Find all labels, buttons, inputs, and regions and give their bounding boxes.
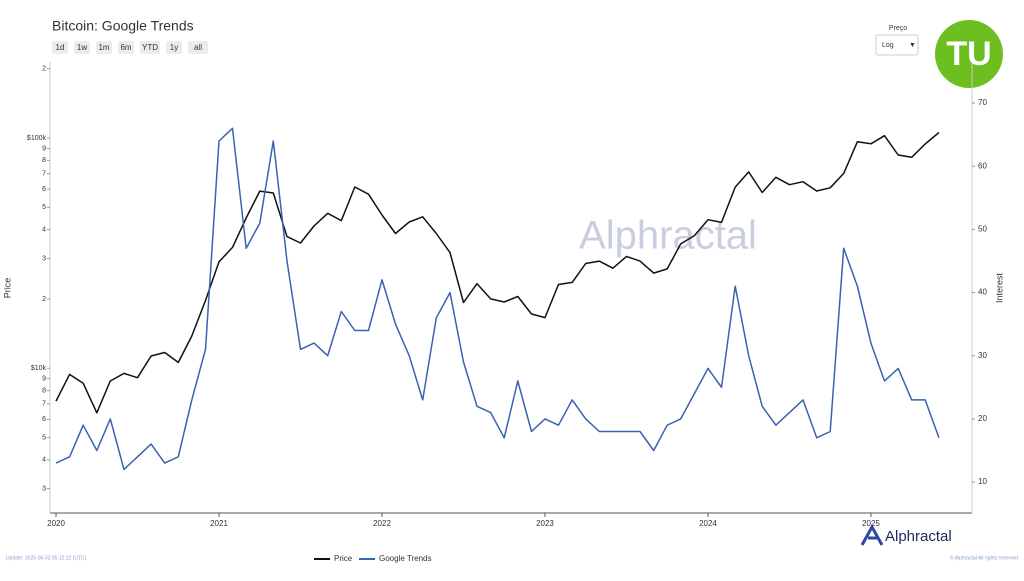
scale-value: Log: [882, 42, 894, 49]
select-arrow: ▼: [909, 42, 916, 49]
scale-select[interactable]: [875, 34, 919, 56]
legend-label: Price: [334, 554, 353, 563]
y-tick-label: 9: [42, 145, 46, 152]
scale-label: Preço: [889, 25, 907, 32]
range-label: 1w: [77, 43, 87, 52]
range-label: 1m: [98, 43, 109, 52]
range-button[interactable]: [140, 41, 160, 54]
y-tick-label: 2: [42, 296, 46, 303]
y-tick-label: 3: [42, 255, 46, 262]
y2-tick-label: 60: [978, 161, 987, 170]
series-line: [55, 127, 940, 471]
chart-title: Bitcoin: Google Trends: [52, 18, 194, 34]
footer-update: Update: 2025-06-02 05:12:12 (UTC): [6, 555, 87, 561]
y-tick-label: 7: [42, 401, 46, 408]
y-tick-label: 8: [42, 387, 46, 394]
y2-tick-label: 40: [978, 288, 987, 297]
y2-tick-label: 30: [978, 351, 987, 360]
y2-tick-label: 70: [978, 98, 987, 107]
y-tick-label: 7: [42, 171, 46, 178]
range-label: all: [194, 43, 202, 52]
series-line: [55, 131, 940, 414]
y2-tick-label: 50: [978, 224, 987, 233]
x-tick-label: 2021: [210, 519, 228, 528]
y-tick-label: 8: [42, 157, 46, 164]
y-axis-label: Price: [2, 278, 12, 299]
logo-icon: [860, 523, 884, 546]
watermark: Alphractal: [579, 214, 757, 258]
y-tick-label: $100k: [27, 135, 47, 142]
x-tick-label: 2020: [47, 519, 65, 528]
range-label: 6m: [120, 43, 131, 52]
range-button[interactable]: [188, 41, 208, 54]
range-button[interactable]: [166, 41, 182, 54]
y-tick-label: 6: [42, 416, 46, 423]
y-tick-label: 4: [42, 457, 46, 464]
legend-label: Google Trends: [379, 554, 431, 563]
range-label: YTD: [142, 43, 158, 52]
badge: TU: [946, 35, 991, 73]
y-tick-label: $10k: [31, 365, 47, 372]
y-tick-label: 5: [42, 204, 46, 211]
badge-circle: [935, 20, 1003, 88]
y-tick-label: 3: [42, 485, 46, 492]
y2-tick-label: 20: [978, 414, 987, 423]
y-tick-label: 4: [42, 226, 46, 233]
range-label: 1d: [56, 43, 65, 52]
x-tick-label: 2025: [862, 519, 880, 528]
y-tick-label: 9: [42, 376, 46, 383]
x-tick-label: 2023: [536, 519, 554, 528]
range-button[interactable]: [52, 41, 68, 54]
y-tick-label: 5: [42, 434, 46, 441]
y2-axis-label: Interest: [994, 272, 1004, 303]
footer-copyright: © Alphractal All rights reserved: [950, 554, 1018, 561]
y2-tick-label: 10: [978, 477, 987, 486]
y-tick-label: 6: [42, 186, 46, 193]
x-tick-label: 2024: [699, 519, 717, 528]
range-button[interactable]: [118, 41, 134, 54]
range-button[interactable]: [96, 41, 112, 54]
range-label: 1y: [170, 43, 178, 52]
x-tick-label: 2022: [373, 519, 391, 528]
logo-text: Alphractal: [885, 528, 952, 545]
range-button[interactable]: [74, 41, 90, 54]
y-tick-label: 2: [42, 66, 46, 73]
